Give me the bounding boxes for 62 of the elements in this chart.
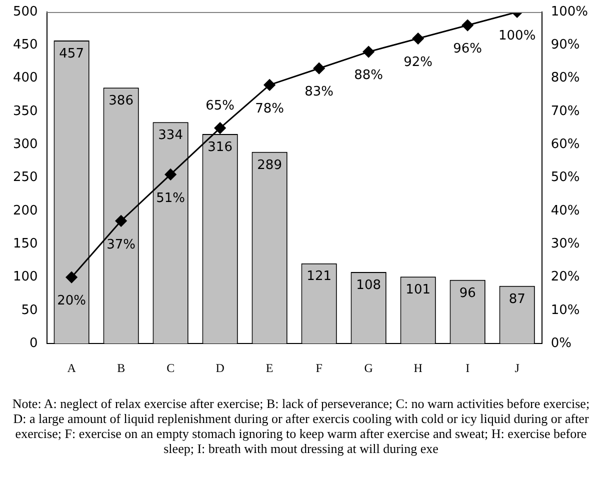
point xyxy=(164,168,176,180)
y-tick-label: 100 xyxy=(12,270,38,285)
x-tick-label: B xyxy=(117,360,126,375)
data-label: 316 xyxy=(208,140,232,155)
x-tick-label: I xyxy=(466,360,470,375)
data-label: 101 xyxy=(406,282,430,298)
y-tick-label: 0 xyxy=(30,336,38,351)
data-label: 83% xyxy=(304,84,334,100)
point xyxy=(115,215,127,227)
point xyxy=(66,272,78,284)
data-label: 92% xyxy=(404,54,433,70)
y-tick-label: 350 xyxy=(12,104,38,119)
data-label: 51% xyxy=(156,190,186,206)
text: Note: A: neglect of relax exercise after exercise; B: lack of perseverance; C: no warn activities before exercise; D: a large amount of liquid replenishment during or after exercis cooling with cold or icy liquid during or after exercise; F: exercise on an empty stomach ignoring to keep warm after exercise and sweat; H: exercise before sleep; I: breath with mout dressing at will during exe xyxy=(11,396,591,456)
y2-tick-label: 0% xyxy=(550,336,572,351)
y-tick-label: 150 xyxy=(12,236,38,252)
y2-tick-label: 30% xyxy=(550,236,580,252)
data-label: 108 xyxy=(356,278,381,293)
data-label: 65% xyxy=(206,98,235,114)
y2-tick-label: 90% xyxy=(550,38,580,53)
data-label: 121 xyxy=(306,269,332,284)
data-label: 37% xyxy=(106,237,136,252)
y-tick-label: 300 xyxy=(12,137,38,152)
data-label: 96 xyxy=(459,286,476,301)
data-label: 334 xyxy=(158,128,183,143)
data-label: 457 xyxy=(59,46,84,62)
x-tick-label: G xyxy=(364,360,374,375)
y-tick-label: 500 xyxy=(12,4,38,20)
data-label: 88% xyxy=(354,68,384,84)
y2-tick-label: 100% xyxy=(550,4,588,20)
y2-tick-label: 10% xyxy=(550,302,580,318)
y-tick-label: 400 xyxy=(12,70,38,86)
data-label: 289 xyxy=(257,158,282,173)
y2-tick-label: 60% xyxy=(550,137,580,152)
y2-tick-label: 80% xyxy=(550,70,580,86)
data-label: 78% xyxy=(255,101,284,116)
y-tick-label: 200 xyxy=(12,203,38,218)
x-tick-label: D xyxy=(216,360,225,375)
data-label: 100% xyxy=(498,28,536,44)
point xyxy=(412,32,424,44)
data-label: 386 xyxy=(108,93,134,108)
y-tick-label: 50 xyxy=(21,302,38,318)
x-tick-label: H xyxy=(414,360,423,375)
y-tick-label: 250 xyxy=(12,170,38,186)
point xyxy=(264,79,276,91)
data-label: 20% xyxy=(57,294,86,309)
point xyxy=(462,20,474,32)
y2-tick-label: 50% xyxy=(550,170,580,186)
point xyxy=(313,62,325,74)
data-label: 96% xyxy=(453,42,482,57)
y2-tick-label: 40% xyxy=(550,203,580,218)
point xyxy=(214,122,226,134)
y-tick-label: 450 xyxy=(12,38,38,53)
data-label: 87 xyxy=(508,292,526,307)
x-tick-label: E xyxy=(266,360,274,375)
x-tick-label: J xyxy=(514,360,520,375)
x-tick-label: C xyxy=(166,360,175,375)
point xyxy=(362,46,374,58)
x-tick-label: A xyxy=(67,360,76,375)
y2-tick-label: 20% xyxy=(550,270,580,285)
x-tick-label: F xyxy=(316,360,323,375)
y2-tick-label: 70% xyxy=(550,104,580,119)
